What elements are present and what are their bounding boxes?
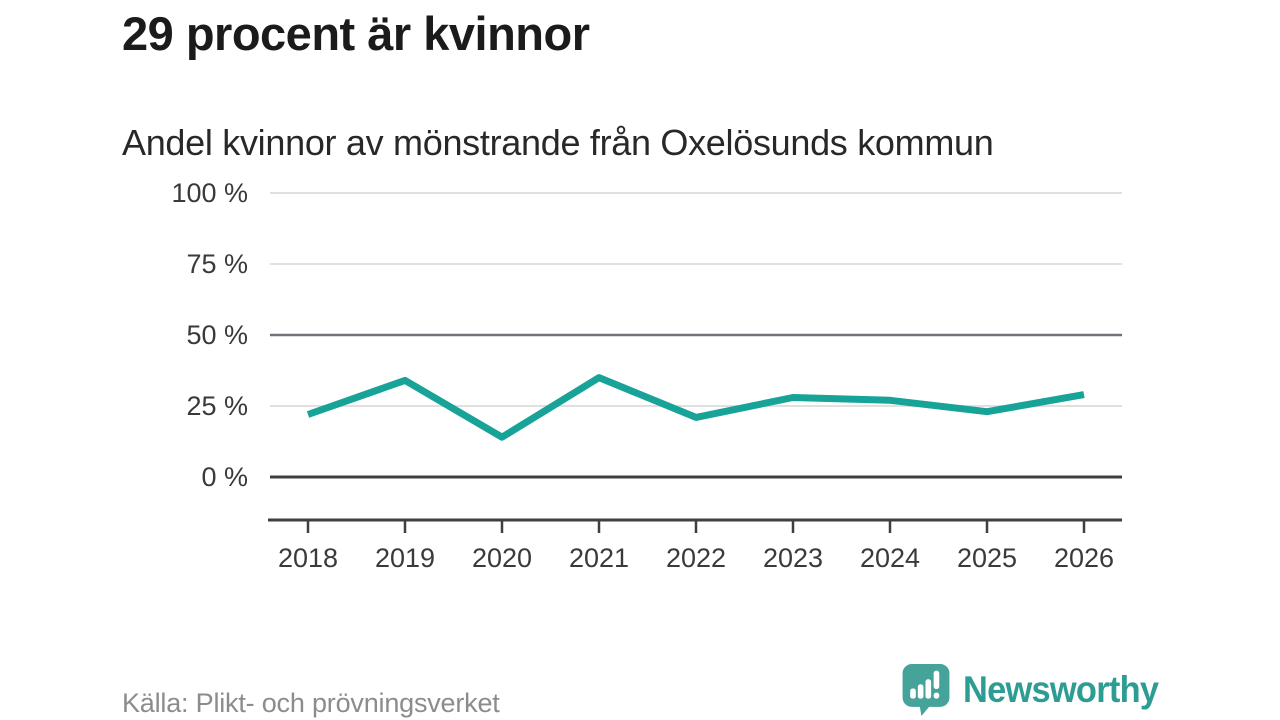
data-line: [306, 374, 1085, 441]
x-axis-label: 2023: [763, 543, 823, 573]
page-title: 29 procent är kvinnor: [122, 7, 590, 60]
x-axis-label: 2026: [1054, 543, 1114, 573]
y-axis-label: 0 %: [201, 462, 248, 492]
x-axis-label: 2025: [957, 543, 1017, 573]
x-axis-label: 2019: [375, 543, 435, 573]
source-note: Källa: Plikt- och prövningsverket: [122, 688, 500, 718]
x-axis-label: 2024: [860, 543, 920, 573]
x-axis-label: 2022: [666, 543, 726, 573]
brand-name: Newsworthy: [963, 668, 1159, 710]
y-axis-label: 100 %: [171, 178, 248, 208]
x-axis-label: 2020: [472, 543, 532, 573]
y-axis-label: 50 %: [186, 320, 248, 350]
chart-subtitle: Andel kvinnor av mönstrande från Oxelösu…: [122, 122, 994, 163]
newsworthy-logo-icon: [902, 664, 950, 716]
newsworthy-brand: Newsworthy: [901, 663, 1173, 716]
x-axis-label: 2018: [278, 543, 338, 573]
y-axis-label: 75 %: [186, 249, 248, 279]
y-axis-label: 25 %: [186, 391, 248, 421]
x-axis-label: 2021: [569, 543, 629, 573]
